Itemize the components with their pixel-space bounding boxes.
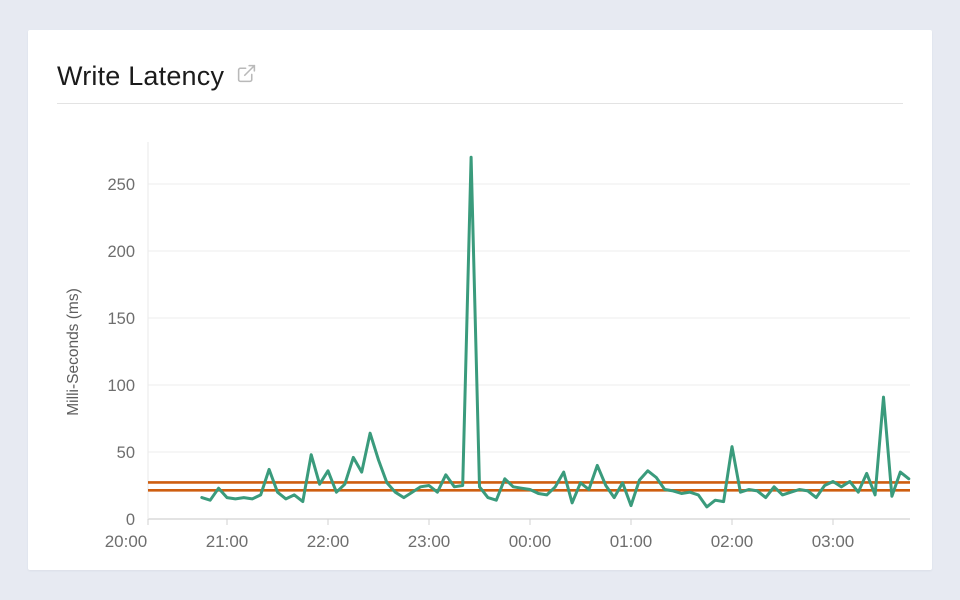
latency-chart[interactable]: 0 50 100 150 200 250 20:00 21:00 22:00 23:00 00:00… xyxy=(28,30,932,570)
external-link-icon[interactable] xyxy=(236,63,257,84)
chart-card: 0 50 100 150 200 250 20:00 21:00 22:00 23:00 00:00… xyxy=(28,30,932,570)
y-tick-label: 250 xyxy=(107,176,135,194)
series-line-write-latency-ms[interactable] xyxy=(200,155,911,509)
x-tick-label: 21:00 xyxy=(206,532,249,551)
card-header: Write Latency xyxy=(57,56,903,96)
x-tick-label: 23:00 xyxy=(408,532,451,551)
y-axis-title: Milli-Seconds (ms) xyxy=(65,288,82,415)
x-tick-label: 02:00 xyxy=(711,532,754,551)
chart-canvas[interactable]: 0 50 100 150 200 250 20:00 21:00 22:00 23:00 00:00… xyxy=(28,30,932,570)
x-tick-label: 03:00 xyxy=(812,532,855,551)
y-tick-label: 50 xyxy=(117,444,135,462)
y-tick-label: 150 xyxy=(107,310,135,328)
chart-title: Write Latency xyxy=(57,60,225,91)
header-divider xyxy=(57,103,903,104)
y-tick-label: 100 xyxy=(107,377,135,395)
y-tick-label: 200 xyxy=(107,243,135,261)
x-tick-label: 01:00 xyxy=(610,532,653,551)
x-tick-label: 20:00 xyxy=(105,532,148,551)
y-tick-label: 0 xyxy=(126,511,135,529)
x-tick-label: 22:00 xyxy=(307,532,350,551)
x-tick-label: 00:00 xyxy=(509,532,552,551)
